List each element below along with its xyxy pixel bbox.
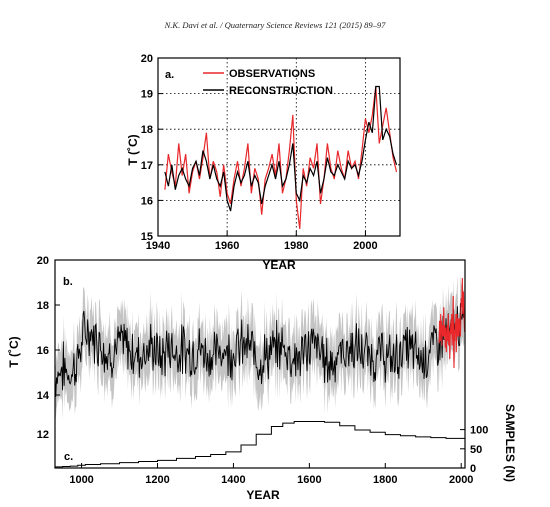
panel-b-reconstruction-line [55,303,465,397]
panel-a-frame [157,57,401,237]
legend-reconstruction-label: RECONSTRUCTION [229,85,333,97]
panel-a-reconstruction-line [164,85,398,212]
panel-a-xtick-label: 2000 [353,240,377,252]
panel-a-series [164,85,398,229]
panel-b-ylabel: T (˚C) [7,336,21,367]
panel-a-xlabel: YEAR [262,258,296,272]
legend-observations-label: OBSERVATIONS [229,68,315,80]
panel-a-observations-line [164,86,398,229]
panel-c-xtick-label: 2000 [449,474,473,486]
panel-b-label: b. [63,276,73,288]
panel-c-xtick-label: 1400 [221,474,245,486]
panel-c-series [55,421,465,468]
panel-b-ytick-label: 16 [37,345,49,357]
panel-b-ytick-label: 18 [37,300,49,312]
panel-a-label: a. [165,69,174,81]
panel-a-xtick-label: 1960 [215,240,239,252]
panel-c-xlabel: YEAR [246,488,280,502]
panel-a-ytick-label: 17 [141,160,153,172]
panel-a-xtick-label: 1980 [284,240,308,252]
panel-a-ytick-label: 20 [141,53,153,65]
panel-c-left-tick-label: 12 [37,429,49,441]
panel-bc-frame [54,259,466,469]
panel-c-samples-line [55,421,465,468]
panel-b-ytick-label: 14 [37,390,50,402]
panel-c-xtick-label: 1600 [297,474,321,486]
panel-a-ytick-label: 15 [141,231,153,243]
panel-c-ytick-label: 50 [470,444,482,456]
panel-c-ytick-label: 0 [470,463,476,475]
panel-c-xtick-label: 1000 [69,474,93,486]
panel-c-xtick-label: 1200 [145,474,169,486]
panel-b-ytick-label: 20 [37,255,49,267]
panel-a-gridlines [158,58,400,236]
panel-c-ylabel: SAMPLES (N) [503,404,517,482]
panel-a-ytick-label: 19 [141,89,153,101]
panel-a-ticks: 1940 1960 1980 2000 15 16 17 18 19 20 [141,53,378,252]
panel-a-ytick-label: 16 [141,195,153,207]
panel-b-series [55,274,465,420]
journal-citation: N.K. Davi et al. / Quaternary Science Re… [164,20,386,30]
panel-c-xtick-label: 1800 [373,474,397,486]
panel-a-ytick-label: 18 [141,124,153,136]
panel-a-xtick-label: 1940 [146,240,170,252]
panel-c-ytick-label: 100 [470,425,488,437]
panel-a-ylabel: T (˚C) [126,134,140,165]
panel-c-label: c. [64,451,73,463]
panel-b-uncertainty-band [55,274,465,420]
panel-b-observations-line [438,277,465,369]
panel-a: 1940 1960 1980 2000 15 16 17 18 19 20 a. OBSERVAT… [126,53,401,272]
